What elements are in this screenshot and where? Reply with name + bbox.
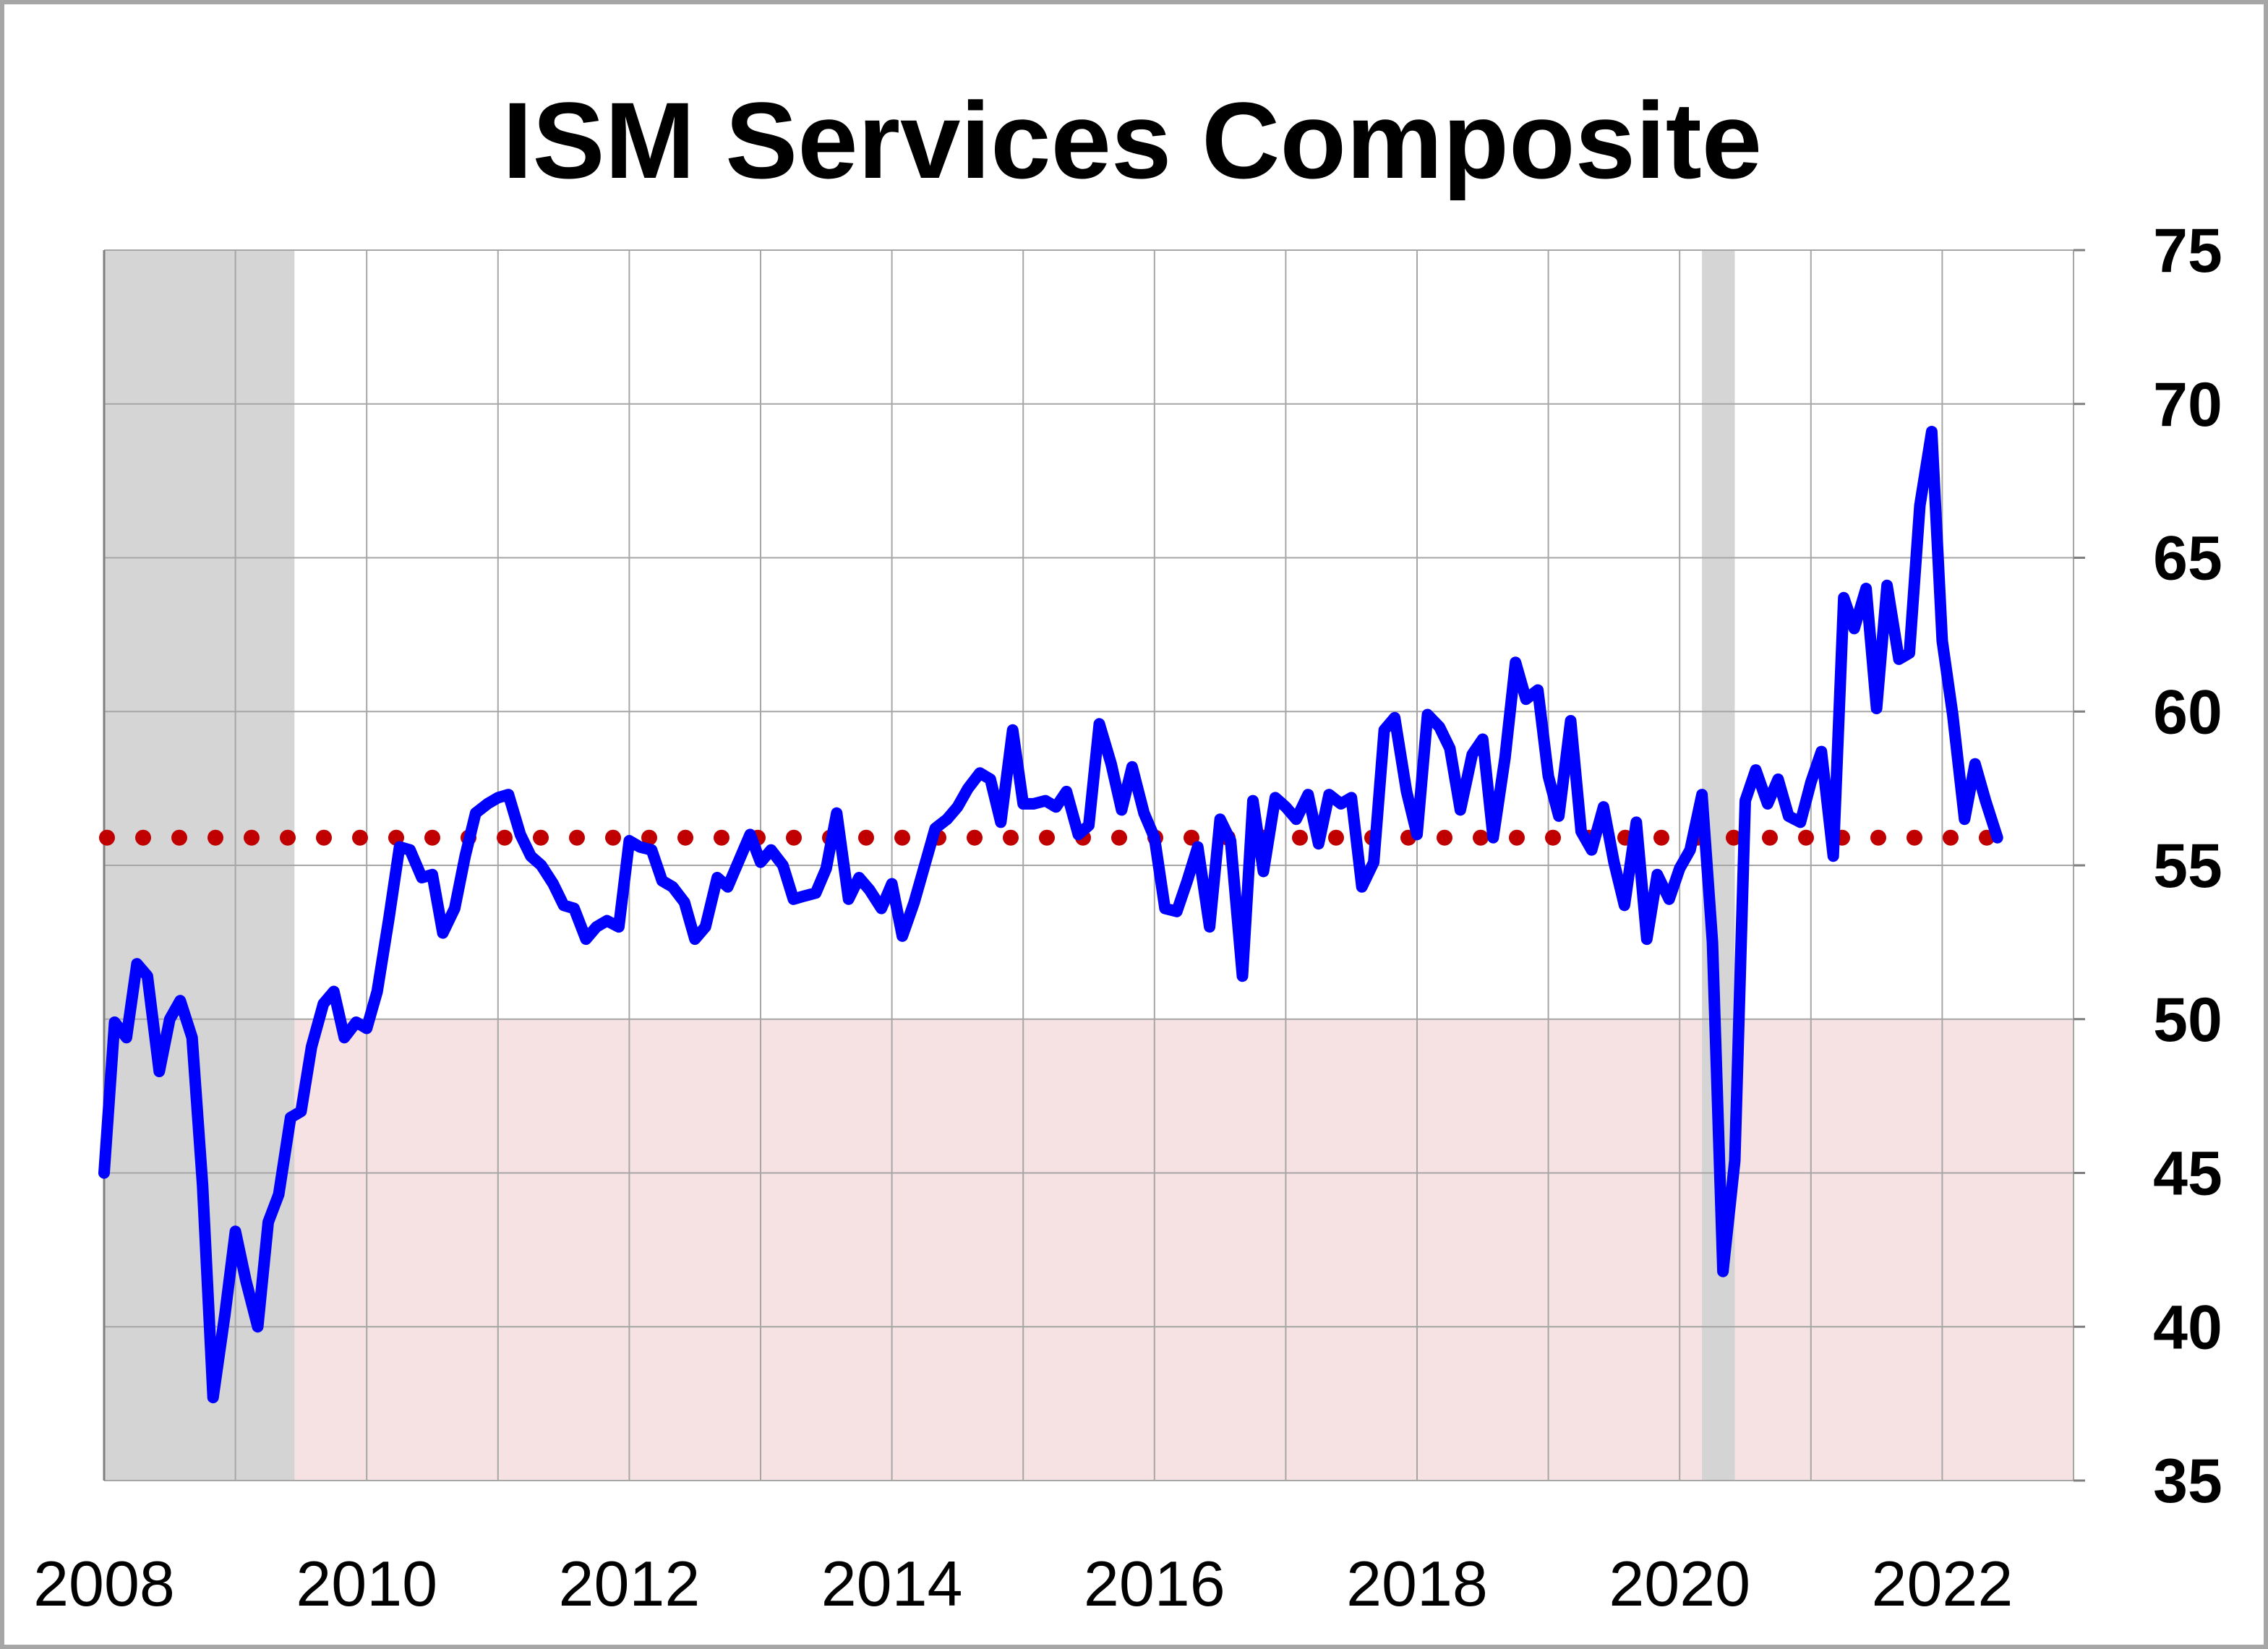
average-dot [967, 829, 983, 846]
average-dot [605, 829, 621, 846]
ism-services-chart: ISM Services Composite 35 40 45 50 55 60 65 70 7… [33, 80, 2222, 1619]
average-dot [641, 829, 657, 846]
average-dot [1798, 829, 1814, 846]
x-tick-label-2020: 2020 [1609, 1548, 1750, 1619]
average-dot [280, 829, 296, 846]
average-dot [244, 829, 260, 846]
y-tick-label-75: 75 [2153, 216, 2222, 286]
x-tick-label-2022: 2022 [1872, 1548, 2014, 1619]
average-dot [1762, 829, 1778, 846]
x-tick-label-2010: 2010 [296, 1548, 437, 1619]
y-tick-label-40: 40 [2153, 1293, 2222, 1362]
x-tick-label-2012: 2012 [559, 1548, 701, 1619]
series-line [98, 426, 2003, 1404]
average-dot [424, 829, 440, 846]
average-dot [1039, 829, 1055, 846]
x-tick-label-2016: 2016 [1084, 1548, 1225, 1619]
y-axis-tick-labels: 35 40 45 50 55 60 65 70 75 [2153, 216, 2222, 1516]
average-dot [1473, 829, 1489, 846]
y-tick-label-35: 35 [2153, 1447, 2222, 1516]
average-dot [1328, 829, 1344, 846]
chart-title: ISM Services Composite [502, 80, 1762, 201]
average-dot [677, 829, 693, 846]
y-tick-label-45: 45 [2153, 1139, 2222, 1209]
average-dot [352, 829, 368, 846]
x-tick-label-2008: 2008 [33, 1548, 175, 1619]
y-tick-label-70: 70 [2153, 370, 2222, 440]
average-dot [135, 829, 151, 846]
average-dot [1943, 829, 1959, 846]
average-dot [894, 829, 910, 846]
average-dot [786, 829, 802, 846]
average-dot [99, 829, 115, 846]
average-dot [316, 829, 332, 846]
contraction-zone [104, 1019, 2074, 1481]
average-dot [714, 829, 729, 846]
y-tick-label-55: 55 [2153, 831, 2222, 901]
average-dot [533, 829, 549, 846]
average-dot [171, 829, 187, 846]
average-dot [1509, 829, 1525, 846]
y-tick-label-65: 65 [2153, 524, 2222, 594]
average-dot [858, 829, 874, 846]
average-dot [1907, 829, 1922, 846]
series-layer [98, 426, 2003, 1404]
average-dot [1726, 829, 1742, 846]
x-axis-tick-labels: 2008 2010 2012 2014 2016 2018 2020 2022 [33, 1548, 2013, 1619]
average-dot [1111, 829, 1127, 846]
y-tick-label-50: 50 [2153, 985, 2222, 1055]
average-dot [1870, 829, 1886, 846]
average-dot [1003, 829, 1019, 846]
y-tick-label-60: 60 [2153, 677, 2222, 747]
average-dot [569, 829, 585, 846]
x-tick-label-2018: 2018 [1346, 1548, 1488, 1619]
average-dot [497, 829, 513, 846]
x-tick-label-2014: 2014 [821, 1548, 963, 1619]
average-dot [1653, 829, 1669, 846]
average-dot [1545, 829, 1561, 846]
average-dot [1292, 829, 1308, 846]
average-dot [1437, 829, 1452, 846]
average-dot [207, 829, 223, 846]
